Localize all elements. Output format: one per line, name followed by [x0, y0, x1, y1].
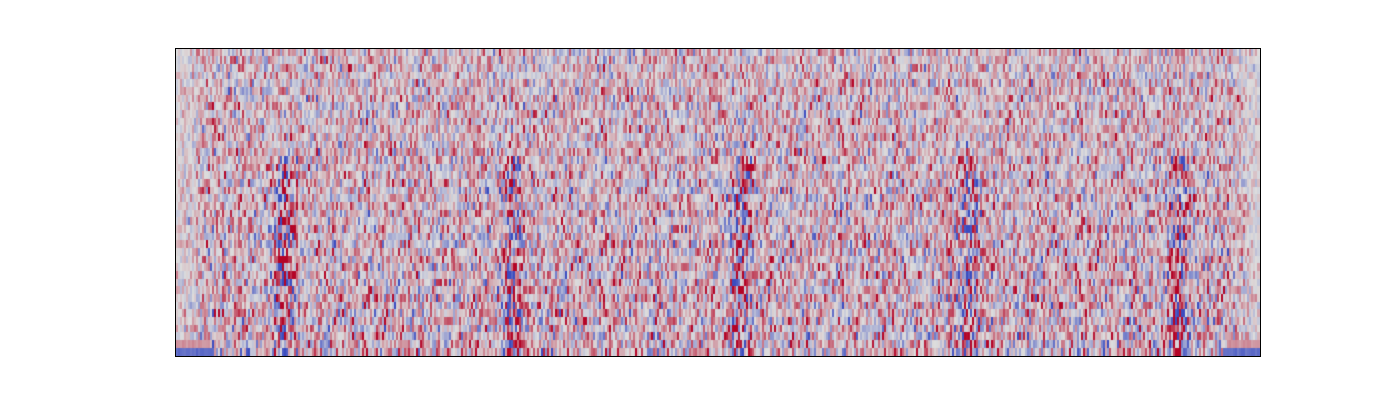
heatmap-plot-area — [175, 48, 1261, 357]
heatmap-image — [176, 49, 1260, 356]
